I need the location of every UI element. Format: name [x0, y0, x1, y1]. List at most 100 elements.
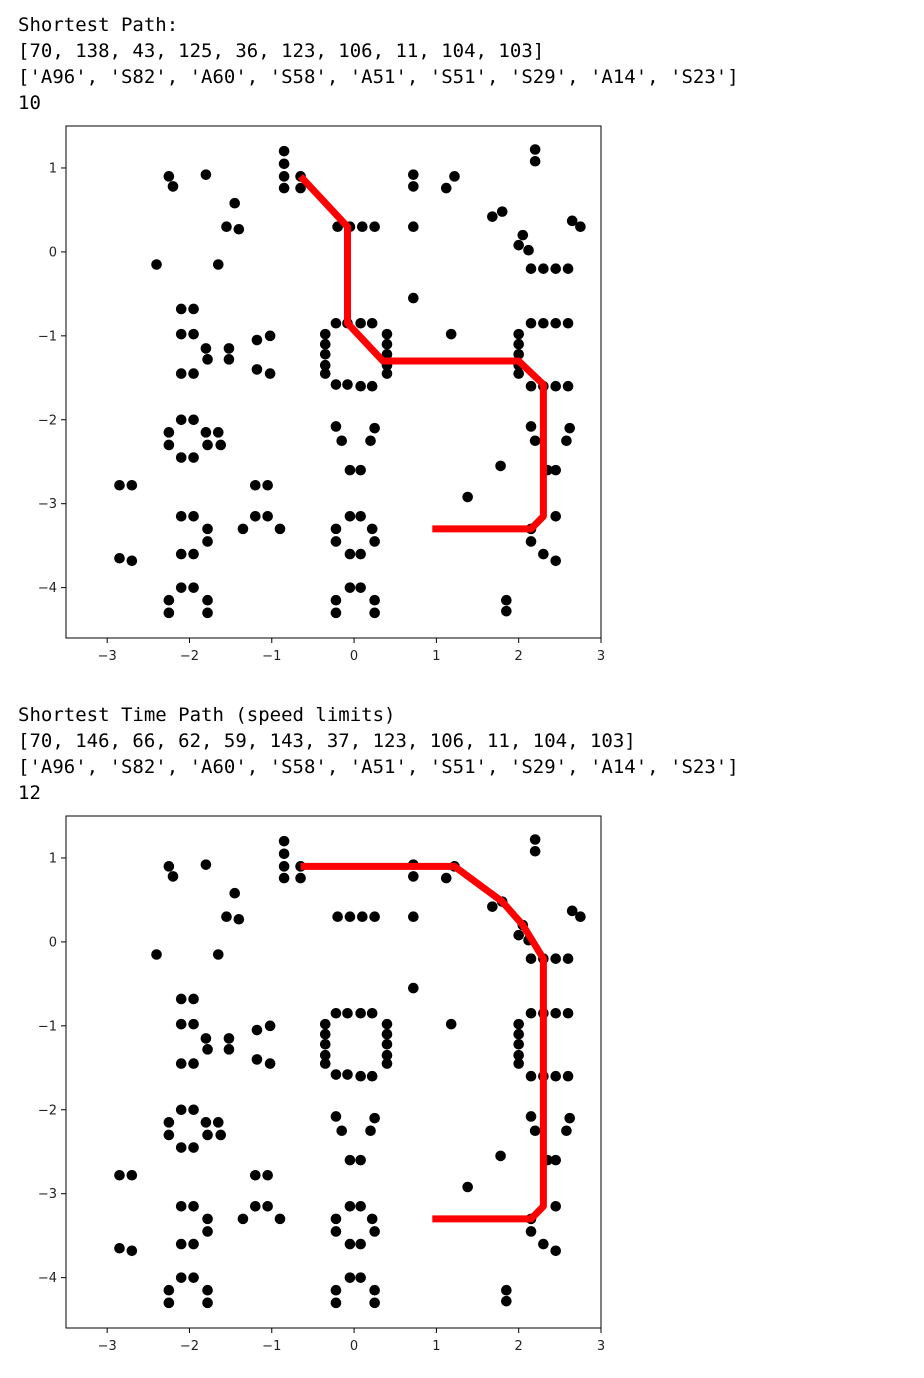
scatter-point	[202, 1213, 213, 1225]
scatter-point	[495, 1150, 506, 1162]
scatter-point	[330, 1297, 342, 1309]
output-2-node-list: [70, 146, 66, 62, 59, 143, 37, 123, 106,…	[18, 730, 636, 752]
scatter-point	[561, 1125, 572, 1137]
y-tick-label: 1	[49, 161, 57, 176]
scatter-point	[369, 1284, 380, 1296]
scatter-point	[445, 1018, 457, 1030]
scatter-point	[440, 182, 452, 194]
x-tick-label: 2	[515, 649, 523, 664]
scatter-point	[212, 259, 224, 270]
scatter-point	[330, 421, 342, 432]
scatter-point	[575, 911, 586, 923]
scatter-point	[330, 536, 342, 547]
scatter-point	[538, 1238, 549, 1250]
scatter-point	[163, 1297, 175, 1309]
scatter-point	[355, 380, 366, 392]
scatter-point	[366, 1070, 378, 1082]
plot-frame	[65, 815, 602, 1329]
scatter-point	[342, 379, 353, 390]
scatter-point	[250, 479, 261, 491]
scatter-point	[223, 1044, 235, 1055]
scatter-point	[525, 317, 537, 329]
scatter-point	[369, 422, 380, 434]
scatter-point	[562, 317, 574, 329]
scatter-point	[221, 221, 232, 233]
scatter-point	[575, 221, 586, 233]
scatter-point	[550, 464, 562, 476]
scatter-point	[126, 479, 138, 491]
output-1-node-list: [70, 138, 43, 125, 36, 123, 106, 11, 104…	[18, 40, 545, 62]
scatter-point	[202, 594, 213, 606]
y-tick-label: −2	[38, 1103, 57, 1118]
scatter-point	[175, 1200, 187, 1212]
scatter-point	[274, 1213, 286, 1225]
scatter-point	[278, 182, 290, 194]
scatter-point	[319, 1049, 331, 1061]
scatter-point	[344, 464, 356, 476]
scatter-point	[163, 1129, 175, 1141]
scatter-point	[562, 953, 574, 964]
scatter-point	[462, 1181, 473, 1193]
scatter-point	[233, 223, 245, 235]
scatter-point	[381, 349, 393, 360]
scatter-point	[264, 1058, 276, 1069]
scatter-point	[202, 1044, 213, 1055]
x-tick-label: 1	[432, 1339, 440, 1354]
scatter-point	[513, 1049, 524, 1061]
y-tick-label: −2	[38, 413, 57, 428]
scatter-point	[163, 607, 175, 619]
scatter-point	[264, 1020, 276, 1032]
scatter-point	[381, 1058, 393, 1069]
scatter-point	[562, 263, 574, 274]
scatter-point	[175, 452, 187, 463]
scatter-point	[221, 911, 232, 923]
scatter-point	[163, 594, 175, 606]
scatter-point	[229, 197, 241, 209]
scatter-point	[250, 510, 261, 522]
scatter-point	[355, 1070, 366, 1082]
scatter-point	[501, 594, 512, 606]
scatter-point	[163, 439, 175, 451]
y-tick-label: −1	[38, 329, 57, 344]
scatter-point	[529, 845, 541, 857]
scatter-point	[163, 1117, 175, 1128]
scatter-point	[342, 1007, 353, 1019]
scatter-point	[344, 911, 356, 923]
scatter-point	[517, 229, 529, 241]
scatter-point	[330, 1007, 342, 1019]
scatter-point	[200, 1117, 212, 1128]
output-2-count: 12	[18, 782, 41, 804]
scatter-point	[550, 317, 562, 329]
scatter-point	[202, 1284, 213, 1296]
scatter-point	[408, 982, 419, 994]
x-tick-label: −3	[98, 1339, 117, 1354]
scatter-point	[525, 380, 537, 392]
scatter-point	[262, 510, 273, 522]
scatter-point	[550, 1154, 562, 1166]
scatter-point	[319, 1058, 331, 1069]
output-2-name-list: ['A96', 'S82', 'A60', 'S58', 'A51', 'S51…	[18, 756, 739, 778]
scatter-point	[163, 427, 175, 438]
scatter-point	[381, 338, 393, 350]
scatter-point	[525, 953, 537, 964]
scatter-point	[223, 343, 235, 354]
scatter-point	[319, 368, 331, 379]
scatter-point	[188, 1142, 199, 1153]
scatter-point	[212, 427, 224, 438]
scatter-point	[175, 1058, 187, 1069]
scatter-point	[381, 1049, 393, 1061]
scatter-point	[330, 607, 342, 619]
scatter-point	[200, 427, 212, 438]
scatter-point	[175, 1238, 187, 1250]
scatter-point	[202, 354, 213, 365]
scatter-point	[369, 1112, 380, 1124]
scatter-point	[487, 211, 498, 222]
x-tick-label: −1	[262, 649, 281, 664]
scatter-point	[251, 334, 263, 346]
y-tick-label: −3	[38, 497, 57, 512]
scatter-point	[319, 1018, 331, 1030]
scatter-point	[355, 510, 366, 522]
scatter-point	[126, 555, 138, 567]
scatter-point	[538, 263, 549, 274]
scatter-point	[408, 169, 419, 180]
